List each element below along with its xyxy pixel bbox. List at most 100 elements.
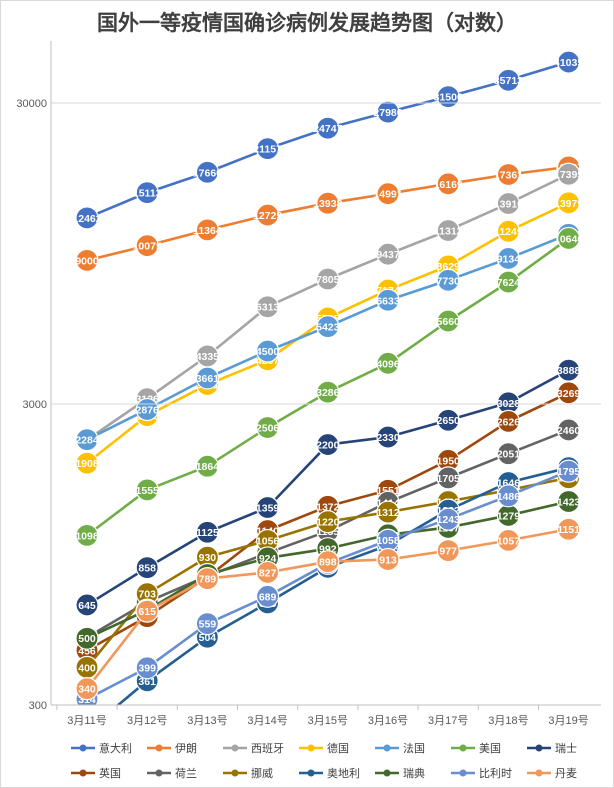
data-label: 1423 — [557, 496, 581, 508]
data-point — [436, 466, 460, 490]
data-point — [195, 218, 219, 242]
data-point — [376, 351, 400, 375]
data-point — [376, 242, 400, 266]
data-point — [256, 339, 280, 363]
x-tick-label: 3月13号 — [187, 714, 227, 727]
data-point — [256, 137, 280, 161]
data-label: 5660 — [437, 316, 461, 328]
x-tick-label: 3月16号 — [368, 714, 408, 727]
data-label: 2460 — [557, 425, 581, 437]
legend-item: 德国 — [299, 741, 349, 755]
data-label: 35713 — [494, 75, 523, 87]
data-point — [316, 191, 340, 215]
data-label: 7730 — [437, 275, 461, 287]
data-label: 1125 — [196, 527, 219, 539]
data-label: 1950 — [437, 455, 461, 467]
data-label: 1359 — [256, 503, 280, 515]
data-point — [316, 267, 340, 291]
legend-label: 德国 — [327, 741, 349, 755]
y-tick-label: 300 — [29, 700, 47, 712]
data-point — [376, 288, 400, 312]
data-point — [195, 612, 219, 636]
legend-item: 伊朗 — [147, 742, 197, 755]
data-label: 12729 — [253, 210, 282, 222]
data-point — [256, 203, 280, 227]
data-point — [496, 68, 520, 92]
y-tick-label: 30000 — [16, 98, 47, 110]
legend-item: 意大利 — [71, 741, 132, 755]
data-label: 8629 — [437, 261, 461, 273]
legend-marker — [307, 744, 315, 752]
data-label: 1057 — [497, 535, 521, 547]
data-point — [436, 507, 460, 531]
legend-item: 法国 — [375, 741, 425, 755]
data-point — [75, 248, 99, 272]
data-label: 1486 — [497, 491, 521, 503]
data-point — [376, 100, 400, 124]
legend-label: 丹麦 — [555, 767, 577, 780]
data-point — [316, 432, 340, 457]
legend-marker — [155, 769, 163, 777]
data-point — [316, 315, 340, 339]
data-label: 13979 — [554, 198, 583, 210]
x-tick-label: 3月11号 — [67, 714, 107, 727]
legend-label: 瑞典 — [403, 766, 425, 780]
data-label: 2284 — [75, 435, 99, 447]
legend-label: 荷兰 — [175, 767, 197, 780]
data-label: 27980 — [373, 107, 402, 119]
data-point — [75, 428, 99, 452]
data-point — [256, 584, 280, 608]
data-label: 3269 — [557, 388, 581, 400]
data-point — [75, 523, 99, 547]
legend-marker — [79, 744, 87, 752]
data-label: 977 — [439, 546, 457, 558]
data-point — [436, 408, 460, 432]
series-意大利: 12462 15113 17660 21157 24747 27980 31506 35713… — [72, 50, 583, 230]
x-tick-label: 3月15号 — [308, 714, 348, 727]
data-point — [135, 234, 159, 258]
data-point — [316, 380, 340, 404]
data-label: 7805 — [316, 274, 340, 286]
data-point — [496, 270, 520, 294]
legend-marker — [459, 744, 467, 752]
legend-label: 意大利 — [99, 741, 132, 755]
legend-item: 英国 — [71, 766, 121, 780]
data-label: 1058 — [376, 535, 400, 547]
data-point — [436, 309, 460, 333]
data-label: 5423 — [316, 322, 340, 334]
data-point — [496, 219, 520, 243]
data-label: 2200 — [316, 440, 340, 452]
data-point — [496, 191, 520, 216]
data-label: 13910 — [494, 198, 523, 210]
data-label: 17395 — [554, 169, 583, 181]
legend-item: 奥地利 — [299, 766, 360, 780]
legend-marker — [155, 744, 163, 752]
legend-label: 瑞士 — [555, 741, 577, 755]
data-label: 9134 — [497, 253, 521, 265]
data-label: 12462 — [72, 213, 101, 225]
data-point — [195, 520, 219, 544]
legend-item: 荷兰 — [147, 767, 197, 780]
data-point — [75, 677, 99, 701]
data-point — [556, 50, 581, 74]
legend-item: 美国 — [451, 742, 501, 755]
data-label: 10646 — [554, 233, 583, 245]
legend-marker — [459, 769, 467, 777]
data-label: 400 — [78, 662, 96, 674]
data-point — [135, 656, 159, 680]
legend-label: 伊朗 — [175, 742, 197, 755]
data-label: 1312 — [376, 507, 400, 519]
data-label: 1220 — [316, 517, 340, 529]
data-label: 2330 — [376, 432, 400, 444]
data-label: 3661 — [196, 373, 220, 385]
data-label: 2876 — [136, 405, 160, 417]
data-label: 3286 — [316, 387, 340, 399]
x-tick-label: 3月17号 — [428, 714, 468, 727]
data-label: 11364 — [193, 225, 222, 237]
data-point — [195, 160, 219, 184]
data-point — [376, 182, 400, 206]
data-point — [436, 218, 460, 243]
legend-item: 比利时 — [451, 767, 512, 780]
data-label: 2506 — [256, 423, 280, 435]
